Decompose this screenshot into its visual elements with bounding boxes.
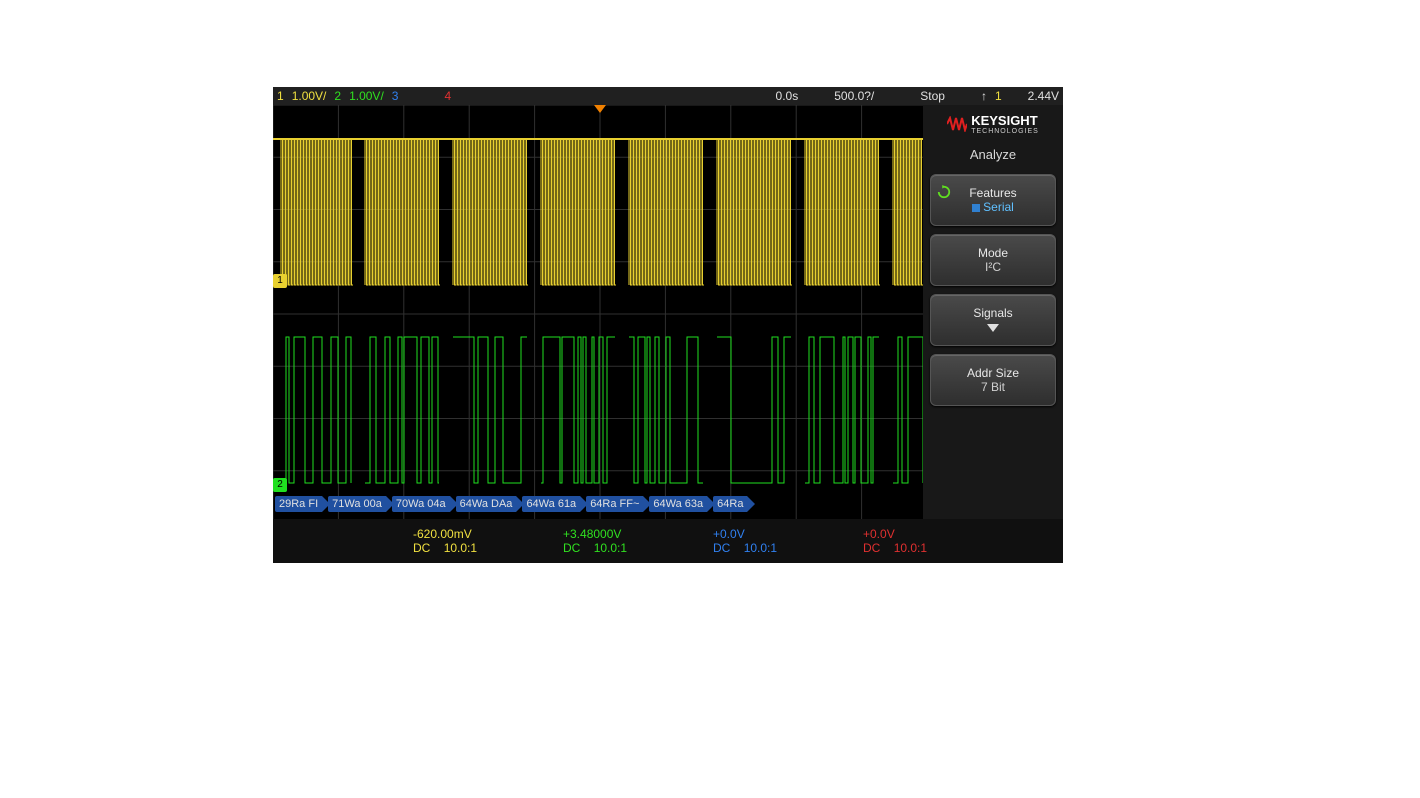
ch1-number: 1: [277, 89, 284, 103]
time-scale: 500.0?/: [834, 89, 874, 103]
trigger-edge-icon: ↑: [981, 89, 987, 103]
ch4-coupling: DC 10.0:1: [863, 541, 973, 555]
features-button[interactable]: Features Serial: [930, 174, 1056, 226]
decode-packet: 64Wa 63a: [649, 496, 711, 512]
ch2-ground-indicator: 2: [273, 478, 287, 492]
brand-subtitle: TECHNOLOGIES: [971, 128, 1039, 135]
decode-packet: 70Wa 04a: [392, 496, 454, 512]
main-area: 29Ra FI71Wa 00a70Wa 04a64Wa DAa64Wa 61a6…: [273, 105, 1063, 519]
decode-packet: 64Ra: [713, 496, 751, 512]
addr-size-value: 7 Bit: [981, 380, 1005, 394]
down-arrow-icon: [985, 322, 1001, 334]
ch1-ground-indicator: 1: [273, 274, 287, 288]
addr-size-label: Addr Size: [967, 366, 1019, 380]
serial-decode-strip: 29Ra FI71Wa 00a70Wa 04a64Wa DAa64Wa 61a6…: [273, 495, 751, 513]
mode-value: I²C: [985, 260, 1001, 274]
side-menu-panel: KEYSIGHT TECHNOLOGIES Analyze Features S…: [923, 105, 1063, 519]
features-value: Serial: [983, 200, 1014, 214]
decode-packet: 64Ra FF~: [586, 496, 647, 512]
refresh-icon: [937, 185, 951, 199]
ch2-scale: 1.00V/: [349, 89, 384, 103]
mode-label: Mode: [978, 246, 1008, 260]
oscilloscope-window: 1 1.00V/ 2 1.00V/ 3 4 0.0s 500.0?/ Stop …: [273, 87, 1063, 563]
decode-packet: 29Ra FI: [275, 496, 326, 512]
bottom-measure-bar: -620.00mV +3.48000V +0.0V +0.0V DC 10.0:…: [273, 519, 1063, 563]
ch3-number: 3: [392, 89, 399, 103]
ch1-scale: 1.00V/: [292, 89, 327, 103]
addr-size-button[interactable]: Addr Size 7 Bit: [930, 354, 1056, 406]
trigger-source: 1: [995, 89, 1002, 103]
brand-name: KEYSIGHT: [971, 113, 1037, 128]
waveform-display[interactable]: 29Ra FI71Wa 00a70Wa 04a64Wa DAa64Wa 61a6…: [273, 105, 923, 519]
mode-button[interactable]: Mode I²C: [930, 234, 1056, 286]
decode-packet: 64Wa DAa: [456, 496, 521, 512]
time-position: 0.0s: [776, 89, 799, 103]
decode-packet: 64Wa 61a: [522, 496, 584, 512]
ch3-coupling: DC 10.0:1: [713, 541, 823, 555]
ch4-measure: +0.0V: [863, 527, 973, 541]
ch2-number: 2: [334, 89, 341, 103]
top-status-bar: 1 1.00V/ 2 1.00V/ 3 4 0.0s 500.0?/ Stop …: [273, 87, 1063, 105]
decode-packet: 71Wa 00a: [328, 496, 390, 512]
features-label: Features: [969, 186, 1016, 200]
signals-button[interactable]: Signals: [930, 294, 1056, 346]
ch2-coupling: DC 10.0:1: [563, 541, 673, 555]
keysight-wave-icon: [947, 116, 967, 132]
menu-title: Analyze: [970, 145, 1016, 166]
brand-logo: KEYSIGHT TECHNOLOGIES: [947, 109, 1039, 137]
run-state: Stop: [920, 89, 945, 103]
trigger-level: 2.44V: [1028, 89, 1059, 103]
ch4-number: 4: [444, 89, 451, 103]
ch1-measure: -620.00mV: [413, 527, 523, 541]
ch1-coupling: DC 10.0:1: [413, 541, 523, 555]
signals-label: Signals: [973, 306, 1012, 320]
trigger-position-marker: [594, 105, 606, 113]
ch3-measure: +0.0V: [713, 527, 823, 541]
ch2-measure: +3.48000V: [563, 527, 673, 541]
